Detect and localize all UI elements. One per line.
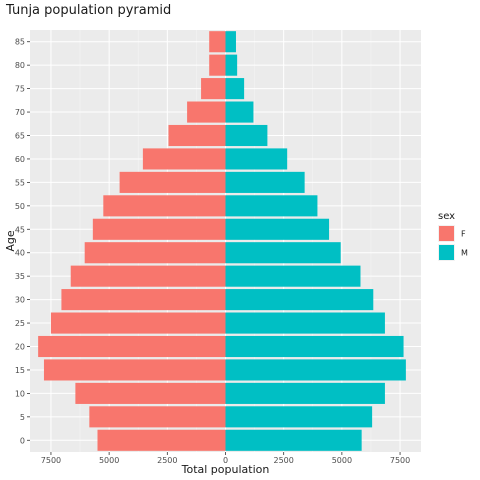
legend: sex F M xyxy=(438,211,468,261)
y-tick-label: 50 xyxy=(15,202,25,211)
y-tick-label: 75 xyxy=(15,85,25,94)
bar-m-age-70 xyxy=(225,101,254,123)
bar-m-age-80 xyxy=(225,54,238,76)
legend-title: sex xyxy=(438,211,455,222)
y-tick-label: 45 xyxy=(15,225,25,234)
legend-swatch-f xyxy=(439,226,454,241)
y-tick-label: 30 xyxy=(15,296,25,305)
bar-m-age-75 xyxy=(225,78,245,100)
bar-f-age-15 xyxy=(43,359,226,381)
x-axis-title: Total population xyxy=(181,463,270,476)
bar-m-age-65 xyxy=(225,124,268,147)
y-tick-label: 35 xyxy=(15,272,25,281)
x-tick-label: 5000 xyxy=(332,456,352,465)
bar-m-age-40 xyxy=(225,242,341,264)
bar-f-age-60 xyxy=(142,148,226,170)
x-tick-label: 0 xyxy=(223,456,228,465)
bar-m-age-55 xyxy=(225,171,305,193)
y-tick-label: 65 xyxy=(15,132,25,141)
legend-swatch-m xyxy=(439,245,454,260)
bar-m-age-85 xyxy=(225,31,236,53)
y-tick-label: 25 xyxy=(15,319,25,328)
y-tick-label: 20 xyxy=(15,343,25,352)
bar-f-age-10 xyxy=(75,382,226,404)
bar-f-age-45 xyxy=(92,218,226,240)
y-tick-label: 40 xyxy=(15,249,25,258)
y-tick-label: 60 xyxy=(15,155,25,164)
bar-f-age-35 xyxy=(70,265,226,287)
y-tick-label: 5 xyxy=(20,413,25,422)
bar-m-age-25 xyxy=(225,312,385,334)
x-tick-label: 2500 xyxy=(157,456,177,465)
bar-m-age-50 xyxy=(225,195,318,217)
x-tick-label: 5000 xyxy=(99,456,119,465)
bar-m-age-30 xyxy=(225,289,374,311)
bar-m-age-10 xyxy=(225,382,385,404)
y-tick-label: 80 xyxy=(15,61,25,70)
legend-label-m: M xyxy=(461,249,468,258)
y-axis-ticks: 0 5 10 15 20 25 30 35 40 45 50 55 60 65 70 75 80 85 xyxy=(15,38,30,445)
y-tick-label: 0 xyxy=(20,436,25,445)
y-tick-label: 55 xyxy=(15,178,25,187)
bar-f-age-20 xyxy=(38,335,226,358)
bar-m-age-35 xyxy=(225,265,361,287)
x-axis-ticks: 7500 5000 2500 0 2500 5000 7500 xyxy=(41,452,410,465)
bar-m-age-60 xyxy=(225,148,288,170)
bar-f-age-50 xyxy=(103,195,226,217)
y-tick-label: 70 xyxy=(15,108,25,117)
bar-f-age-40 xyxy=(84,242,226,264)
x-tick-label: 7500 xyxy=(390,456,410,465)
bar-m-age-45 xyxy=(225,218,330,240)
y-axis-title: Age xyxy=(4,230,17,252)
legend-label-f: F xyxy=(461,230,466,239)
bar-f-age-80 xyxy=(209,54,226,76)
bar-f-age-85 xyxy=(209,31,226,53)
bar-f-age-25 xyxy=(50,312,226,334)
chart-title: Tunja population pyramid xyxy=(5,3,171,18)
bar-f-age-55 xyxy=(119,171,226,193)
x-tick-label: 2500 xyxy=(274,456,294,465)
bar-f-age-0 xyxy=(97,429,226,451)
bar-f-age-70 xyxy=(187,101,226,123)
bar-m-age-15 xyxy=(225,359,406,381)
bar-f-age-75 xyxy=(201,78,226,100)
bar-f-age-30 xyxy=(61,289,226,311)
y-tick-label: 10 xyxy=(15,389,25,398)
bar-f-age-5 xyxy=(89,406,226,428)
x-tick-label: 7500 xyxy=(41,456,61,465)
bar-f-age-65 xyxy=(168,124,226,147)
bar-m-age-0 xyxy=(225,429,362,451)
y-tick-label: 85 xyxy=(15,38,25,47)
y-tick-label: 15 xyxy=(15,366,25,375)
bar-m-age-5 xyxy=(225,406,373,428)
bars xyxy=(38,31,406,451)
bar-m-age-20 xyxy=(225,335,404,358)
